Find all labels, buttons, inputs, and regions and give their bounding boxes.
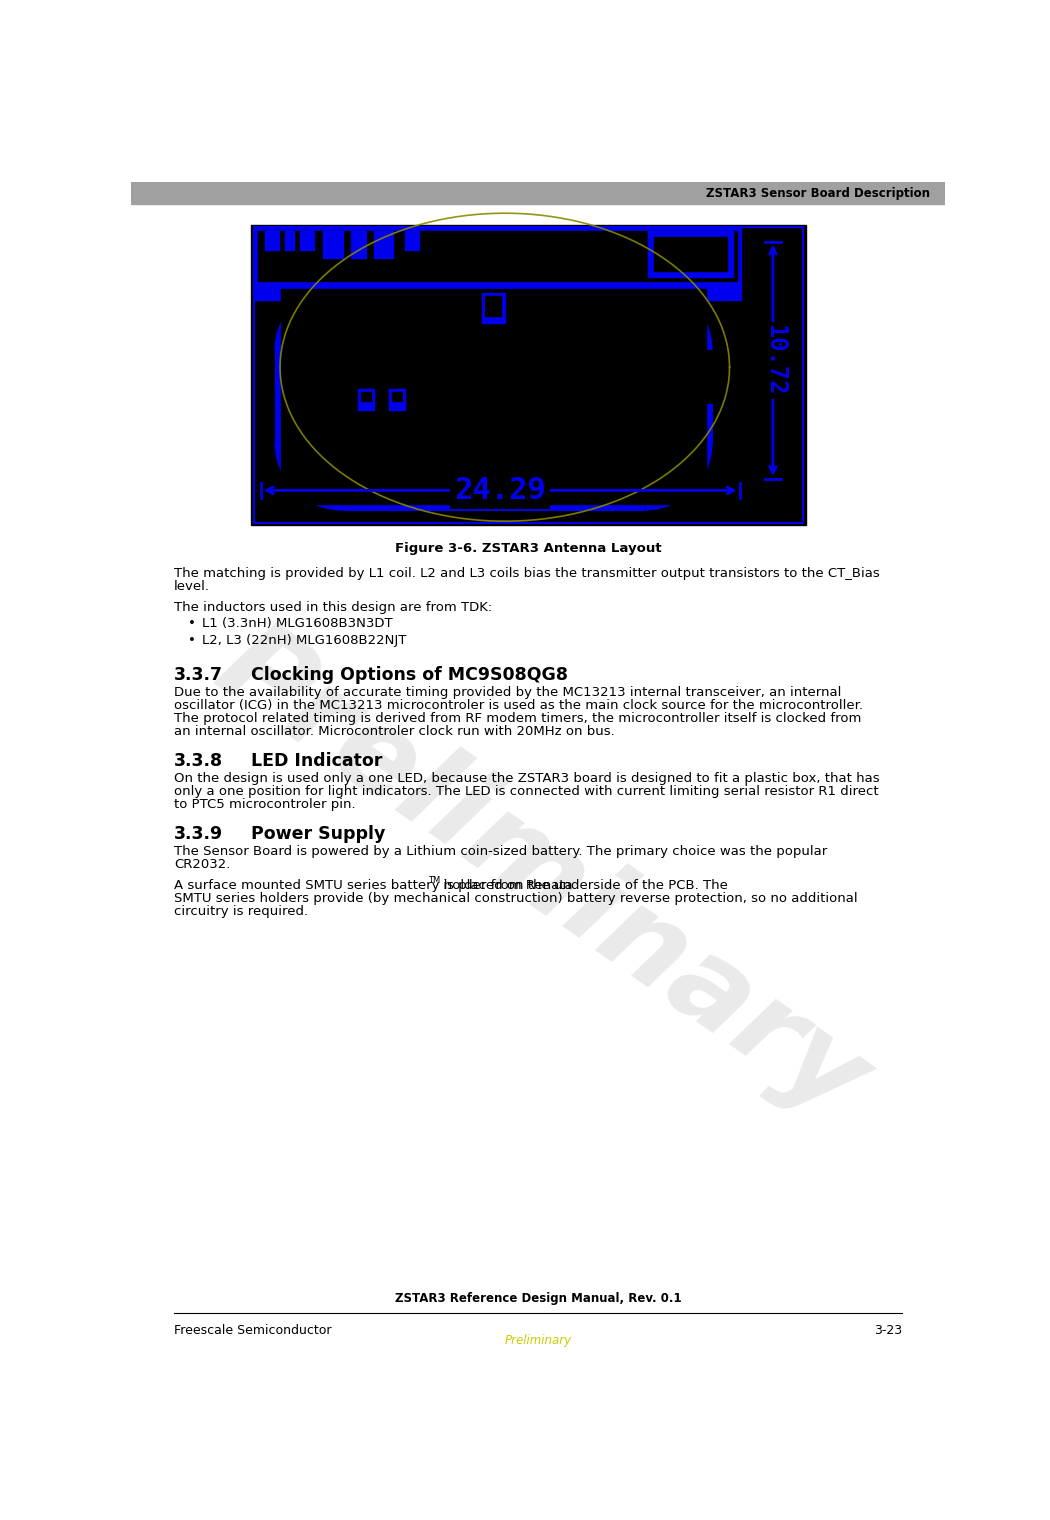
- Bar: [405, 231, 419, 251]
- Text: 24.29: 24.29: [455, 476, 546, 505]
- Bar: [266, 231, 279, 251]
- Bar: [390, 389, 405, 410]
- Text: The Sensor Board is powered by a Lithium coin-sized battery. The primary choice : The Sensor Board is powered by a Lithium…: [174, 845, 827, 859]
- Bar: [361, 392, 371, 401]
- Text: Figure 3-6. ZSTAR3 Antenna Layout: Figure 3-6. ZSTAR3 Antenna Layout: [395, 543, 662, 555]
- Bar: [300, 231, 314, 251]
- Text: 3.3.9: 3.3.9: [174, 825, 223, 844]
- Text: LED Indicator: LED Indicator: [251, 752, 383, 771]
- Text: circuitry is required.: circuitry is required.: [174, 906, 308, 918]
- Bar: [482, 292, 505, 324]
- Text: The inductors used in this design are from TDK:: The inductors used in this design are fr…: [174, 600, 492, 614]
- Bar: [654, 237, 728, 271]
- Text: L1 (3.3nH) MLG1608B3N3DT: L1 (3.3nH) MLG1608B3N3DT: [202, 617, 393, 629]
- Text: SMTU series holders provide (by mechanical construction) battery reverse protect: SMTU series holders provide (by mechanic…: [174, 892, 858, 906]
- Bar: [254, 226, 803, 523]
- Text: A surface mounted SMTU series battery holder from Renata: A surface mounted SMTU series battery ho…: [174, 879, 572, 892]
- Text: •: •: [188, 634, 195, 648]
- Text: Clocking Options of MC9S08QG8: Clocking Options of MC9S08QG8: [251, 666, 568, 684]
- Text: L2, L3 (22nH) MLG1608B22NJT: L2, L3 (22nH) MLG1608B22NJT: [202, 634, 406, 648]
- Text: Preliminary: Preliminary: [505, 1335, 571, 1347]
- Bar: [280, 289, 707, 505]
- Text: 3.3.8: 3.3.8: [174, 752, 223, 771]
- Text: Due to the availability of accurate timing provided by the MC13213 internal tran: Due to the availability of accurate timi…: [174, 686, 841, 699]
- Text: Freescale Semiconductor: Freescale Semiconductor: [174, 1324, 332, 1336]
- Text: oscillator (ICG) in the MC13213 microcontroler is used as the main clock source : oscillator (ICG) in the MC13213 microcon…: [174, 699, 863, 711]
- Text: only a one position for light indicators. The LED is connected with current limi: only a one position for light indicators…: [174, 786, 879, 798]
- Bar: [323, 231, 343, 258]
- Bar: [257, 231, 737, 281]
- Bar: [648, 231, 733, 277]
- Text: to PTC5 microcontroler pin.: to PTC5 microcontroler pin.: [174, 798, 356, 812]
- Text: 3.3.7: 3.3.7: [174, 666, 223, 684]
- Text: CR2032.: CR2032.: [174, 859, 230, 871]
- Bar: [131, 182, 945, 204]
- Text: The matching is provided by L1 coil. L2 and L3 coils bias the transmitter output: The matching is provided by L1 coil. L2 …: [174, 567, 880, 579]
- Text: •: •: [188, 617, 195, 629]
- Bar: [351, 231, 366, 258]
- Text: 3-23: 3-23: [875, 1324, 902, 1336]
- Text: an internal oscillator. Microcontroler clock run with 20MHz on bus.: an internal oscillator. Microcontroler c…: [174, 725, 614, 739]
- Bar: [285, 231, 294, 251]
- Text: ZSTAR3 Sensor Board Description: ZSTAR3 Sensor Board Description: [706, 187, 929, 199]
- Bar: [254, 226, 741, 301]
- Bar: [251, 225, 805, 524]
- Text: The protocol related timing is derived from RF modem timers, the microcontroller: The protocol related timing is derived f…: [174, 713, 861, 725]
- Text: ZSTAR3 Reference Design Manual, Rev. 0.1: ZSTAR3 Reference Design Manual, Rev. 0.1: [395, 1292, 681, 1306]
- Bar: [358, 389, 374, 410]
- Bar: [374, 231, 393, 258]
- Text: Power Supply: Power Supply: [251, 825, 385, 844]
- Text: 10.72: 10.72: [762, 325, 786, 395]
- Text: On the design is used only a one LED, because the ZSTAR3 board is designed to fi: On the design is used only a one LED, be…: [174, 772, 880, 786]
- Text: level.: level.: [174, 579, 210, 593]
- Text: Preliminary: Preliminary: [196, 610, 888, 1142]
- Bar: [485, 296, 501, 316]
- Bar: [393, 392, 402, 401]
- Text: TM: TM: [427, 876, 440, 885]
- Text: is placed on the underside of the PCB. The: is placed on the underside of the PCB. T…: [439, 879, 728, 892]
